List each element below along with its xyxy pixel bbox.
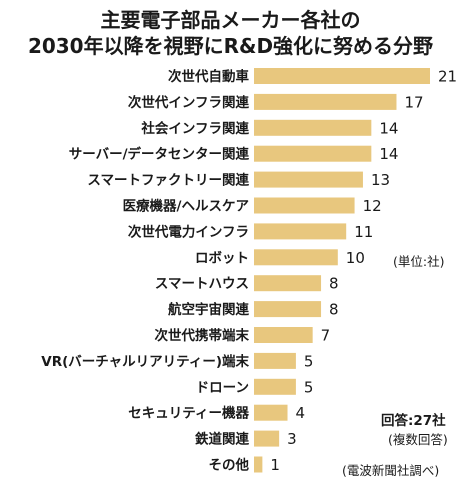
- bar-14: [254, 404, 288, 421]
- value-label-1: 21: [438, 68, 457, 86]
- value-label-8: 10: [346, 249, 365, 267]
- value-label-4: 14: [379, 145, 398, 163]
- bar-15: [254, 430, 280, 447]
- category-label-3: 社会インフラ関連: [140, 120, 249, 137]
- value-label-3: 14: [379, 119, 398, 137]
- bar-9: [254, 275, 322, 292]
- category-label-16: その他: [209, 457, 250, 474]
- bar-13: [254, 378, 296, 395]
- value-label-6: 12: [363, 197, 382, 215]
- value-label-7: 11: [354, 223, 373, 241]
- chart-title-line2: 2030年以降を視野にR&D強化に努める分野: [27, 34, 434, 58]
- category-label-5: スマートファクトリー関連: [87, 172, 249, 189]
- bar-4: [254, 145, 372, 162]
- category-label-7: 次世代電力インフラ: [128, 223, 249, 240]
- category-label-4: サーバー/データセンター関連: [69, 146, 250, 163]
- answers-note: 回答:27社: [381, 413, 446, 429]
- value-label-16: 1: [270, 456, 280, 474]
- value-label-2: 17: [404, 93, 423, 111]
- bar-7: [254, 223, 347, 240]
- value-label-15: 3: [287, 430, 297, 448]
- category-label-11: 次世代携帯端末: [155, 327, 250, 344]
- value-label-10: 8: [329, 301, 339, 319]
- category-label-12: VR(バーチャルリアリティー)端末: [41, 353, 249, 370]
- category-label-14: セキュリティー機器: [128, 405, 249, 422]
- bar-2: [254, 93, 397, 110]
- category-label-13: ドローン: [196, 380, 249, 396]
- category-label-9: スマートハウス: [155, 276, 249, 292]
- category-label-10: 航空宇宙関連: [168, 301, 249, 318]
- bar-8: [254, 249, 338, 266]
- category-label-1: 次世代自動車: [168, 68, 249, 85]
- value-label-11: 7: [321, 327, 331, 345]
- chart-title-line1: 主要電子部品メーカー各社の: [100, 8, 361, 32]
- bar-1: [254, 68, 430, 84]
- multiple-answers-note: (複数回答): [388, 432, 448, 447]
- bar-5: [254, 171, 363, 188]
- value-label-14: 4: [296, 404, 306, 422]
- bar-12: [254, 352, 296, 369]
- bar-11: [254, 327, 313, 343]
- source-note: (電波新聞社調べ): [342, 463, 440, 478]
- category-label-8: ロボット: [195, 250, 249, 266]
- value-label-9: 8: [329, 275, 339, 293]
- value-label-5: 13: [371, 171, 390, 189]
- bar-10: [254, 301, 322, 318]
- category-label-2: 次世代インフラ関連: [128, 94, 250, 111]
- bar-16: [254, 456, 263, 473]
- unit-note: (単位:社): [393, 254, 445, 269]
- value-label-12: 5: [304, 352, 314, 370]
- category-label-15: 鉄道関連: [195, 431, 249, 448]
- category-label-6: 医療機器/ヘルスケア: [123, 198, 249, 215]
- bar-3: [254, 119, 372, 136]
- bar-6: [254, 197, 355, 214]
- value-label-13: 5: [304, 378, 314, 396]
